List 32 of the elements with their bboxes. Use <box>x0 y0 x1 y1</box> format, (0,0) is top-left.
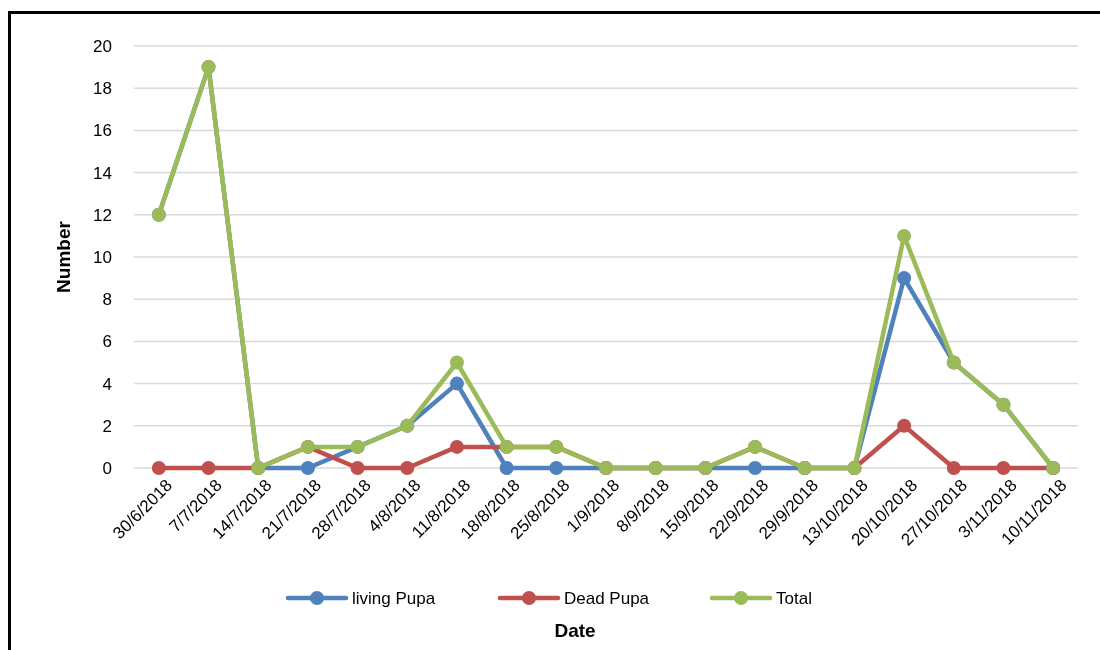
point <box>300 461 315 475</box>
y-tick-label: 6 <box>102 332 112 352</box>
point <box>350 461 365 475</box>
point <box>499 461 514 475</box>
y-tick-label: 4 <box>102 374 112 394</box>
point <box>449 439 464 454</box>
y-tick-label: 10 <box>93 247 112 267</box>
point <box>897 418 912 433</box>
point <box>151 461 166 475</box>
y-tick-label: 12 <box>93 205 112 225</box>
point <box>897 271 912 286</box>
point <box>201 461 216 475</box>
legend-label: Dead Pupa <box>564 588 650 608</box>
point <box>946 461 961 475</box>
y-tick-label: 8 <box>102 290 112 310</box>
point <box>549 461 564 475</box>
y-tick-label: 16 <box>93 121 112 141</box>
legend-label: Total <box>776 588 812 608</box>
y-tick-label: 0 <box>102 458 112 478</box>
point <box>897 228 912 243</box>
point <box>449 355 464 370</box>
y-tick-label: 18 <box>93 79 112 99</box>
y-axis-title: Number <box>53 220 74 293</box>
y-tick-label: 14 <box>93 163 112 183</box>
legend-label: living Pupa <box>352 588 436 608</box>
point <box>400 461 415 475</box>
y-tick-label: 2 <box>102 416 112 436</box>
y-tick-label: 20 <box>93 36 112 56</box>
point <box>449 376 464 391</box>
point <box>996 461 1011 475</box>
point <box>748 461 763 475</box>
x-axis-title: Date <box>554 620 596 641</box>
